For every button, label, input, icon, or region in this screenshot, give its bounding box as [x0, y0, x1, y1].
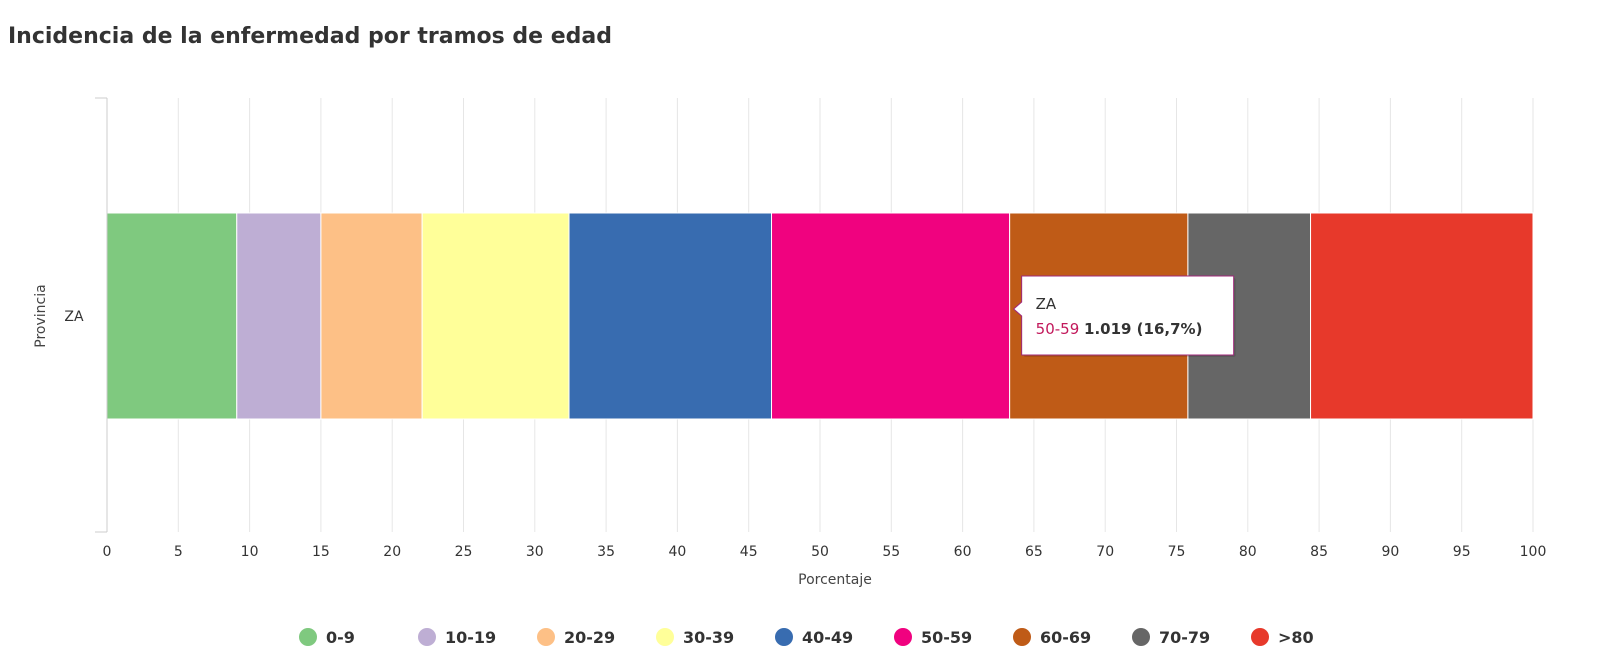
tooltip-box	[1012, 275, 1235, 356]
legend-item-50-59[interactable]: 50-59	[894, 628, 972, 647]
tooltip-value: 1.019 (16,7%)	[1084, 320, 1202, 338]
tooltip-value-line: 50-59 1.019 (16,7%)	[1036, 320, 1203, 338]
x-tick-label: 95	[1453, 544, 1471, 560]
bar-segment->80	[1310, 212, 1534, 420]
x-tick-label: 30	[526, 544, 544, 560]
x-tick-label: 50	[811, 544, 829, 560]
x-tick-label: 45	[740, 544, 758, 560]
axes: 0 5 10 15 20 25 30 35 40 45 50 55 60 65 70 75 80 85 90 95 10…	[33, 97, 1547, 588]
legend-item->80[interactable]: >80	[1251, 628, 1314, 647]
legend-item-40-49[interactable]: 40-49	[775, 628, 853, 647]
x-tick-label: 20	[383, 544, 401, 560]
bar-segments	[106, 212, 1534, 420]
legend-marker	[537, 628, 555, 646]
tooltip-series-name: 50-59	[1036, 320, 1084, 338]
legend-marker	[1013, 628, 1031, 646]
legend-label: 40-49	[802, 628, 853, 647]
legend-marker	[1132, 628, 1150, 646]
y-axis-title: Provincia	[33, 284, 49, 347]
legend-item-0-9[interactable]: 0-9	[299, 628, 355, 647]
x-tick-label: 100	[1520, 544, 1547, 560]
legend-marker	[1251, 628, 1269, 646]
legend-item-60-69[interactable]: 60-69	[1013, 628, 1091, 647]
x-tick-label: 70	[1096, 544, 1114, 560]
x-tick-label: 25	[455, 544, 473, 560]
bar-segment-40-49	[568, 212, 773, 420]
x-tick-label: 65	[1025, 544, 1043, 560]
tooltip-category: ZA	[1036, 295, 1057, 313]
legend-marker	[656, 628, 674, 646]
legend-label: 20-29	[564, 628, 615, 647]
x-tick-label: 55	[882, 544, 900, 560]
x-tick-label: 10	[241, 544, 259, 560]
x-tick-label: 40	[668, 544, 686, 560]
legend-item-20-29[interactable]: 20-29	[537, 628, 615, 647]
legend-marker	[775, 628, 793, 646]
legend: 0-9 10-19 20-29 30-39 40-49 50-59 60-69 70-79 >8…	[299, 628, 1314, 647]
bar-segment-30-39	[421, 212, 570, 420]
x-tick-label: 60	[954, 544, 972, 560]
legend-label: 50-59	[921, 628, 972, 647]
x-axis-title: Porcentaje	[798, 572, 872, 588]
legend-label: >80	[1278, 628, 1314, 647]
legend-marker	[418, 628, 436, 646]
x-tick-label: 0	[103, 544, 112, 560]
bar-segment-0-9	[106, 212, 238, 420]
legend-marker	[894, 628, 912, 646]
bar-segment-10-19	[236, 212, 322, 420]
legend-item-10-19[interactable]: 10-19	[418, 628, 496, 647]
legend-label: 30-39	[683, 628, 734, 647]
tooltip: ZA 50-59 1.019 (16,7%)	[1012, 275, 1236, 357]
legend-label: 10-19	[445, 628, 496, 647]
legend-item-30-39[interactable]: 30-39	[656, 628, 734, 647]
legend-label: 60-69	[1040, 628, 1091, 647]
legend-label: 70-79	[1159, 628, 1210, 647]
y-category-label: ZA	[64, 309, 84, 325]
x-tick-label: 75	[1168, 544, 1186, 560]
x-tick-label: 15	[312, 544, 330, 560]
bar-segment-20-29	[320, 212, 423, 420]
x-tick-label: 5	[174, 544, 183, 560]
x-tick-label: 80	[1239, 544, 1257, 560]
legend-item-70-79[interactable]: 70-79	[1132, 628, 1210, 647]
x-tick-label: 90	[1381, 544, 1399, 560]
x-tick-label: 35	[597, 544, 615, 560]
x-tick-label: 85	[1310, 544, 1328, 560]
bar-segment-50-59	[771, 212, 1011, 420]
chart-title: Incidencia de la enfermedad por tramos d…	[8, 24, 612, 49]
legend-label: 0-9	[326, 628, 355, 647]
legend-marker	[299, 628, 317, 646]
